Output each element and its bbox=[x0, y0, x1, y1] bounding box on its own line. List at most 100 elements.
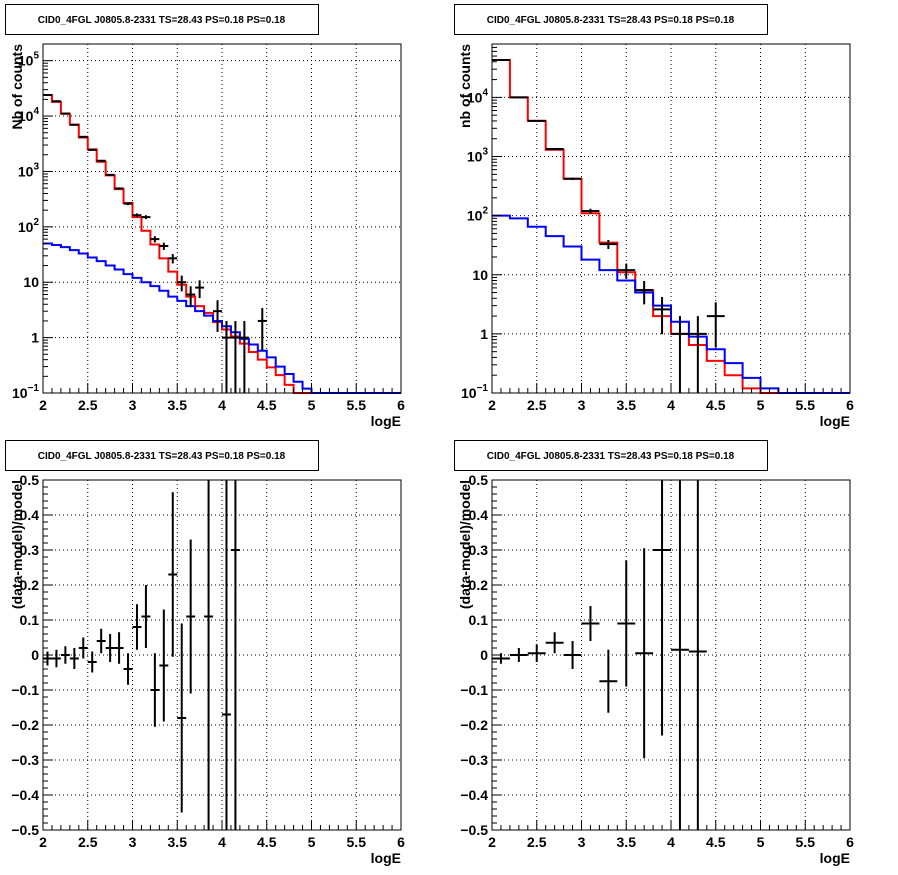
y-tick-label: 105 bbox=[18, 51, 40, 69]
y-tick-label: 10 bbox=[23, 274, 39, 290]
title-box bbox=[5, 4, 319, 35]
x-tick-label: 6 bbox=[397, 397, 405, 413]
x-tick-label: 3 bbox=[578, 397, 586, 413]
data-point bbox=[43, 651, 52, 666]
data-point bbox=[60, 646, 70, 664]
data-point bbox=[159, 609, 169, 722]
chart-panel-3: 2 2.5 3 3.5 4 4.5 5 5.5 6logE−0.5−0.4−0.3−0.2−0.… bbox=[5, 440, 405, 866]
data-point bbox=[123, 653, 133, 685]
data-point bbox=[222, 320, 231, 393]
title-box bbox=[454, 440, 768, 471]
title-box bbox=[5, 440, 319, 471]
data-point bbox=[563, 641, 582, 669]
x-tick-label: 5.5 bbox=[796, 834, 816, 850]
x-tick-label: 4.5 bbox=[706, 834, 726, 850]
x-tick-label: 3.5 bbox=[168, 834, 188, 850]
x-tick-label: 5 bbox=[757, 834, 765, 850]
data-point bbox=[257, 308, 267, 351]
x-tick-label: 4.5 bbox=[257, 397, 277, 413]
chart-title: CID0_4FGL J0805.8-2331 TS=28.43 PS=0.18 … bbox=[38, 15, 286, 26]
x-axis-label: logE bbox=[820, 413, 850, 429]
y-tick-label: 0.1 bbox=[469, 612, 489, 628]
y-tick-label: 0.3 bbox=[20, 542, 40, 558]
data-point bbox=[195, 280, 205, 299]
grid bbox=[43, 480, 401, 830]
data-points bbox=[43, 94, 267, 393]
chart-panel-4: 2 2.5 3 3.5 4 4.5 5 5.5 6logE−0.5−0.4−0.3−0.2−0.… bbox=[454, 440, 854, 866]
y-tick-label: −0.5 bbox=[460, 822, 488, 838]
y-tick-label: 0.4 bbox=[20, 507, 40, 523]
data-point bbox=[69, 123, 79, 126]
y-tick-label: 0.3 bbox=[469, 542, 489, 558]
data-point bbox=[69, 648, 79, 669]
data-point bbox=[96, 159, 106, 162]
x-tick-label: 5 bbox=[308, 397, 316, 413]
data-point bbox=[114, 187, 124, 190]
data-point bbox=[141, 585, 151, 648]
x-tick-label: 3 bbox=[578, 834, 586, 850]
grid bbox=[492, 480, 850, 830]
data-point bbox=[581, 208, 600, 214]
data-point bbox=[177, 623, 187, 813]
x-tick-label: 5.5 bbox=[796, 397, 816, 413]
x-tick-label: 3 bbox=[129, 834, 137, 850]
data-points bbox=[43, 480, 240, 830]
data-point bbox=[706, 302, 725, 348]
data-point bbox=[213, 300, 222, 332]
data-point bbox=[671, 480, 689, 830]
data-point bbox=[635, 280, 654, 305]
y-tick-label: 1 bbox=[31, 330, 39, 346]
y-tick-label: 0.5 bbox=[469, 472, 489, 488]
data-point bbox=[96, 628, 106, 654]
y-axis-label: (data-model)/model bbox=[457, 480, 473, 609]
data-point bbox=[509, 96, 528, 99]
y-axis-label: (data-model)/model bbox=[9, 480, 25, 609]
x-tick-label: 3.5 bbox=[168, 397, 188, 413]
x-tick-label: 3.5 bbox=[617, 834, 637, 850]
x-tick-label: 5.5 bbox=[347, 397, 367, 413]
data-point bbox=[186, 286, 196, 308]
y-tick-label: 0.4 bbox=[469, 507, 489, 523]
x-tick-label: 2.5 bbox=[78, 397, 98, 413]
data-point bbox=[150, 653, 160, 727]
data-point bbox=[599, 239, 618, 250]
data-point bbox=[617, 263, 636, 279]
grid bbox=[43, 44, 401, 393]
data-point bbox=[527, 119, 546, 122]
data-point bbox=[671, 316, 689, 393]
y-tick-label: −0.3 bbox=[460, 752, 488, 768]
data-point bbox=[177, 275, 187, 292]
data-point bbox=[159, 242, 169, 250]
y-tick-label: 10 bbox=[472, 267, 488, 283]
data-point bbox=[688, 480, 707, 830]
x-axis-label: logE bbox=[371, 850, 401, 866]
data-point bbox=[186, 539, 196, 694]
chart-title: CID0_4FGL J0805.8-2331 TS=28.43 PS=0.18 … bbox=[487, 451, 735, 462]
y-tick-label: 0.1 bbox=[20, 612, 40, 628]
y-axis-label: Nb of counts bbox=[9, 44, 25, 130]
data-point bbox=[222, 480, 231, 830]
data-point bbox=[87, 148, 97, 151]
y-tick-label: −0.1 bbox=[460, 682, 488, 698]
data-point bbox=[132, 213, 142, 218]
x-tick-label: 5 bbox=[308, 834, 316, 850]
data-point bbox=[51, 649, 61, 668]
y-tick-label: 0 bbox=[480, 647, 488, 663]
x-tick-label: 2.5 bbox=[527, 397, 547, 413]
y-tick-label: −0.4 bbox=[460, 787, 488, 803]
grid bbox=[492, 44, 850, 393]
data-point bbox=[653, 480, 671, 736]
y-tick-label: −0.3 bbox=[11, 752, 39, 768]
x-tick-label: 2 bbox=[39, 397, 47, 413]
y-tick-label: 104 bbox=[467, 87, 489, 105]
y-axis-label: nb of counts bbox=[457, 44, 473, 128]
data-point bbox=[239, 320, 249, 393]
data-point bbox=[581, 606, 600, 641]
data-point bbox=[653, 296, 671, 335]
